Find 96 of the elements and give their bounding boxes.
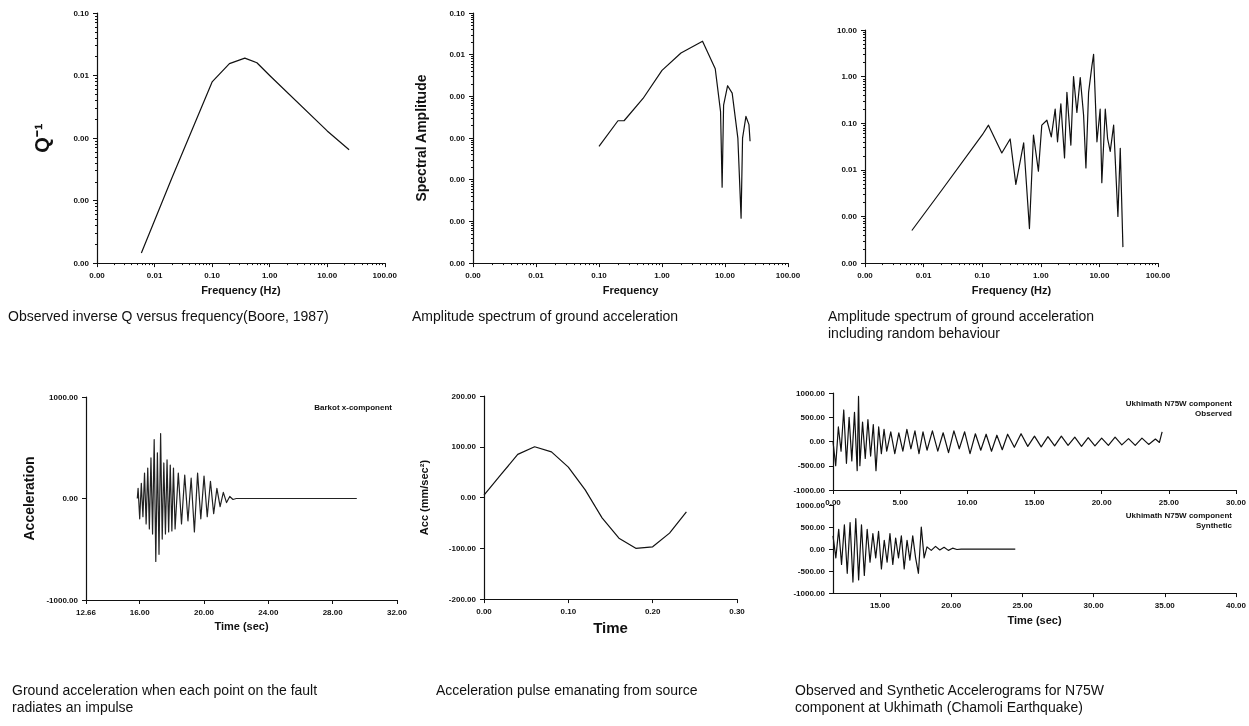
y-tick-label: -500.00 (797, 461, 826, 471)
y-tick-label: 0.00 (841, 258, 858, 268)
y-tick-label: 0.00 (809, 544, 826, 554)
x-tick-label: 0.30 (729, 606, 746, 616)
x-tick-label: 10.00 (957, 497, 978, 507)
annotation: Barkot x-component (314, 402, 393, 412)
x-tick-label: 100.00 (775, 270, 801, 280)
text: Observed inverse Q versus frequency(Boore, 1987) (8, 308, 330, 325)
x-tick-label: 0.00 (476, 606, 493, 616)
x-tick-label: 12.66 (75, 607, 97, 617)
y-tick-label: -500.00 (797, 566, 826, 576)
y-tick-label: -1000.00 (793, 588, 826, 598)
y-tick-label: 500.00 (800, 522, 826, 532)
y-axis-title: Acc (mm/sec²) (417, 459, 430, 536)
y-axis-title: Spectral Amplitude (413, 74, 429, 202)
x-tick-label: 35.00 (1154, 600, 1176, 610)
y-tick-label: 1000.00 (796, 500, 826, 510)
x-axis-title: Time (sec) (1007, 613, 1062, 626)
x-tick-label: 20.00 (194, 607, 215, 617)
annotation: Observed (1195, 408, 1233, 418)
text: Ground acceleration when each point on the fault radiates an impulse (12, 682, 319, 716)
x-tick-label: 40.00 (1225, 600, 1247, 610)
y-tick-label: 10.00 (836, 25, 858, 35)
x-tick-label: 0.10 (974, 270, 991, 280)
x-tick-label: 28.00 (322, 607, 344, 617)
x-tick-label: 1.00 (654, 270, 671, 280)
text: Observed and Synthetic Accelerograms for N75W component at Ukhimath (Chamoli Earthquake) (795, 682, 1105, 716)
y-tick-label: 0.10 (841, 118, 858, 128)
x-axis-title: Frequency (Hz) (201, 283, 281, 296)
y-tick-label: 0.00 (73, 196, 90, 206)
x-tick-label: 0.10 (204, 270, 221, 280)
y-tick-label: 0.01 (73, 71, 90, 81)
x-tick-label: 0.20 (644, 606, 661, 616)
y-tick-label: 1000.00 (796, 388, 826, 398)
x-tick-label: 10.00 (317, 270, 338, 280)
x-tick-label: 5.00 (892, 497, 909, 507)
y-tick-label: 500.00 (800, 412, 826, 422)
x-tick-label: 100.00 (1145, 270, 1171, 280)
y-tick-label: 0.00 (73, 133, 90, 143)
y-tick-label: 0.00 (449, 216, 466, 226)
text: Amplitude spectrum of ground acceleration including random behaviour (828, 308, 1096, 342)
x-tick-label: 0.01 (528, 270, 545, 280)
x-tick-label: 0.00 (89, 270, 106, 280)
x-tick-label: 16.00 (129, 607, 151, 617)
y-axis-title: Q⁻¹ (31, 123, 53, 153)
y-tick-label: 0.00 (449, 91, 466, 101)
y-tick-label: 0.00 (449, 258, 466, 268)
x-tick-label: 24.00 (258, 607, 279, 617)
y-tick-label: 0.10 (73, 8, 90, 18)
x-axis-title: Frequency (Hz) (971, 283, 1052, 296)
x-tick-label: 15.00 (869, 600, 891, 610)
x-tick-label: 1.00 (261, 270, 278, 280)
x-tick-label: 20.00 (1091, 497, 1113, 507)
x-axis-title: Frequency (602, 283, 660, 296)
y-tick-label: 1.00 (841, 72, 858, 82)
x-tick-label: 0.10 (591, 270, 608, 280)
annotation: Ukhimath N75W component (1125, 398, 1233, 408)
x-tick-label: 20.00 (941, 600, 962, 610)
x-tick-label: 0.01 (146, 270, 163, 280)
y-tick-label: -1000.00 (46, 595, 79, 605)
y-tick-label: -200.00 (448, 594, 477, 604)
y-tick-label: 0.00 (449, 133, 466, 143)
x-axis-title: Time (sec) (214, 620, 269, 633)
y-tick-label: 0.01 (841, 165, 858, 175)
text: Amplitude spectrum of ground acceleration (412, 308, 680, 325)
y-tick-label: -1000.00 (793, 485, 826, 495)
y-tick-label: 1000.00 (49, 392, 79, 402)
y-tick-label: 100.00 (451, 442, 477, 452)
x-tick-label: 10.00 (714, 270, 736, 280)
x-tick-label: 25.00 (1012, 600, 1033, 610)
x-tick-label: 0.01 (915, 270, 932, 280)
x-tick-label: 10.00 (1089, 270, 1110, 280)
y-tick-label: 0.10 (449, 8, 466, 18)
x-axis-title: Time (593, 619, 628, 636)
x-tick-label: 30.00 (1083, 600, 1105, 610)
y-tick-label: 0.01 (449, 50, 466, 60)
y-tick-label: 0.00 (73, 258, 90, 268)
y-tick-label: 0.00 (841, 211, 858, 221)
x-tick-label: 0.00 (825, 497, 842, 507)
y-tick-label: 0.00 (809, 437, 826, 446)
x-tick-label: 100.00 (372, 270, 398, 280)
annotation: Ukhimath N75W component (1125, 510, 1233, 520)
x-tick-label: 0.10 (560, 606, 577, 616)
x-tick-label: 0.00 (857, 270, 874, 280)
y-tick-label: 200.00 (451, 391, 477, 401)
x-tick-label: 15.00 (1024, 497, 1046, 507)
y-axis-title: Acceleration (20, 456, 37, 541)
x-tick-label: 30.00 (1225, 497, 1247, 507)
x-tick-label: 32.00 (386, 607, 408, 617)
y-tick-label: -100.00 (448, 543, 477, 553)
line-series (136, 432, 358, 563)
x-tick-label: 1.00 (1033, 270, 1050, 280)
x-tick-label: 25.00 (1158, 497, 1180, 507)
y-tick-label: 0.00 (449, 175, 466, 185)
text: Acceleration pulse emanating from source (436, 682, 699, 699)
annotation: Synthetic (1195, 520, 1233, 530)
